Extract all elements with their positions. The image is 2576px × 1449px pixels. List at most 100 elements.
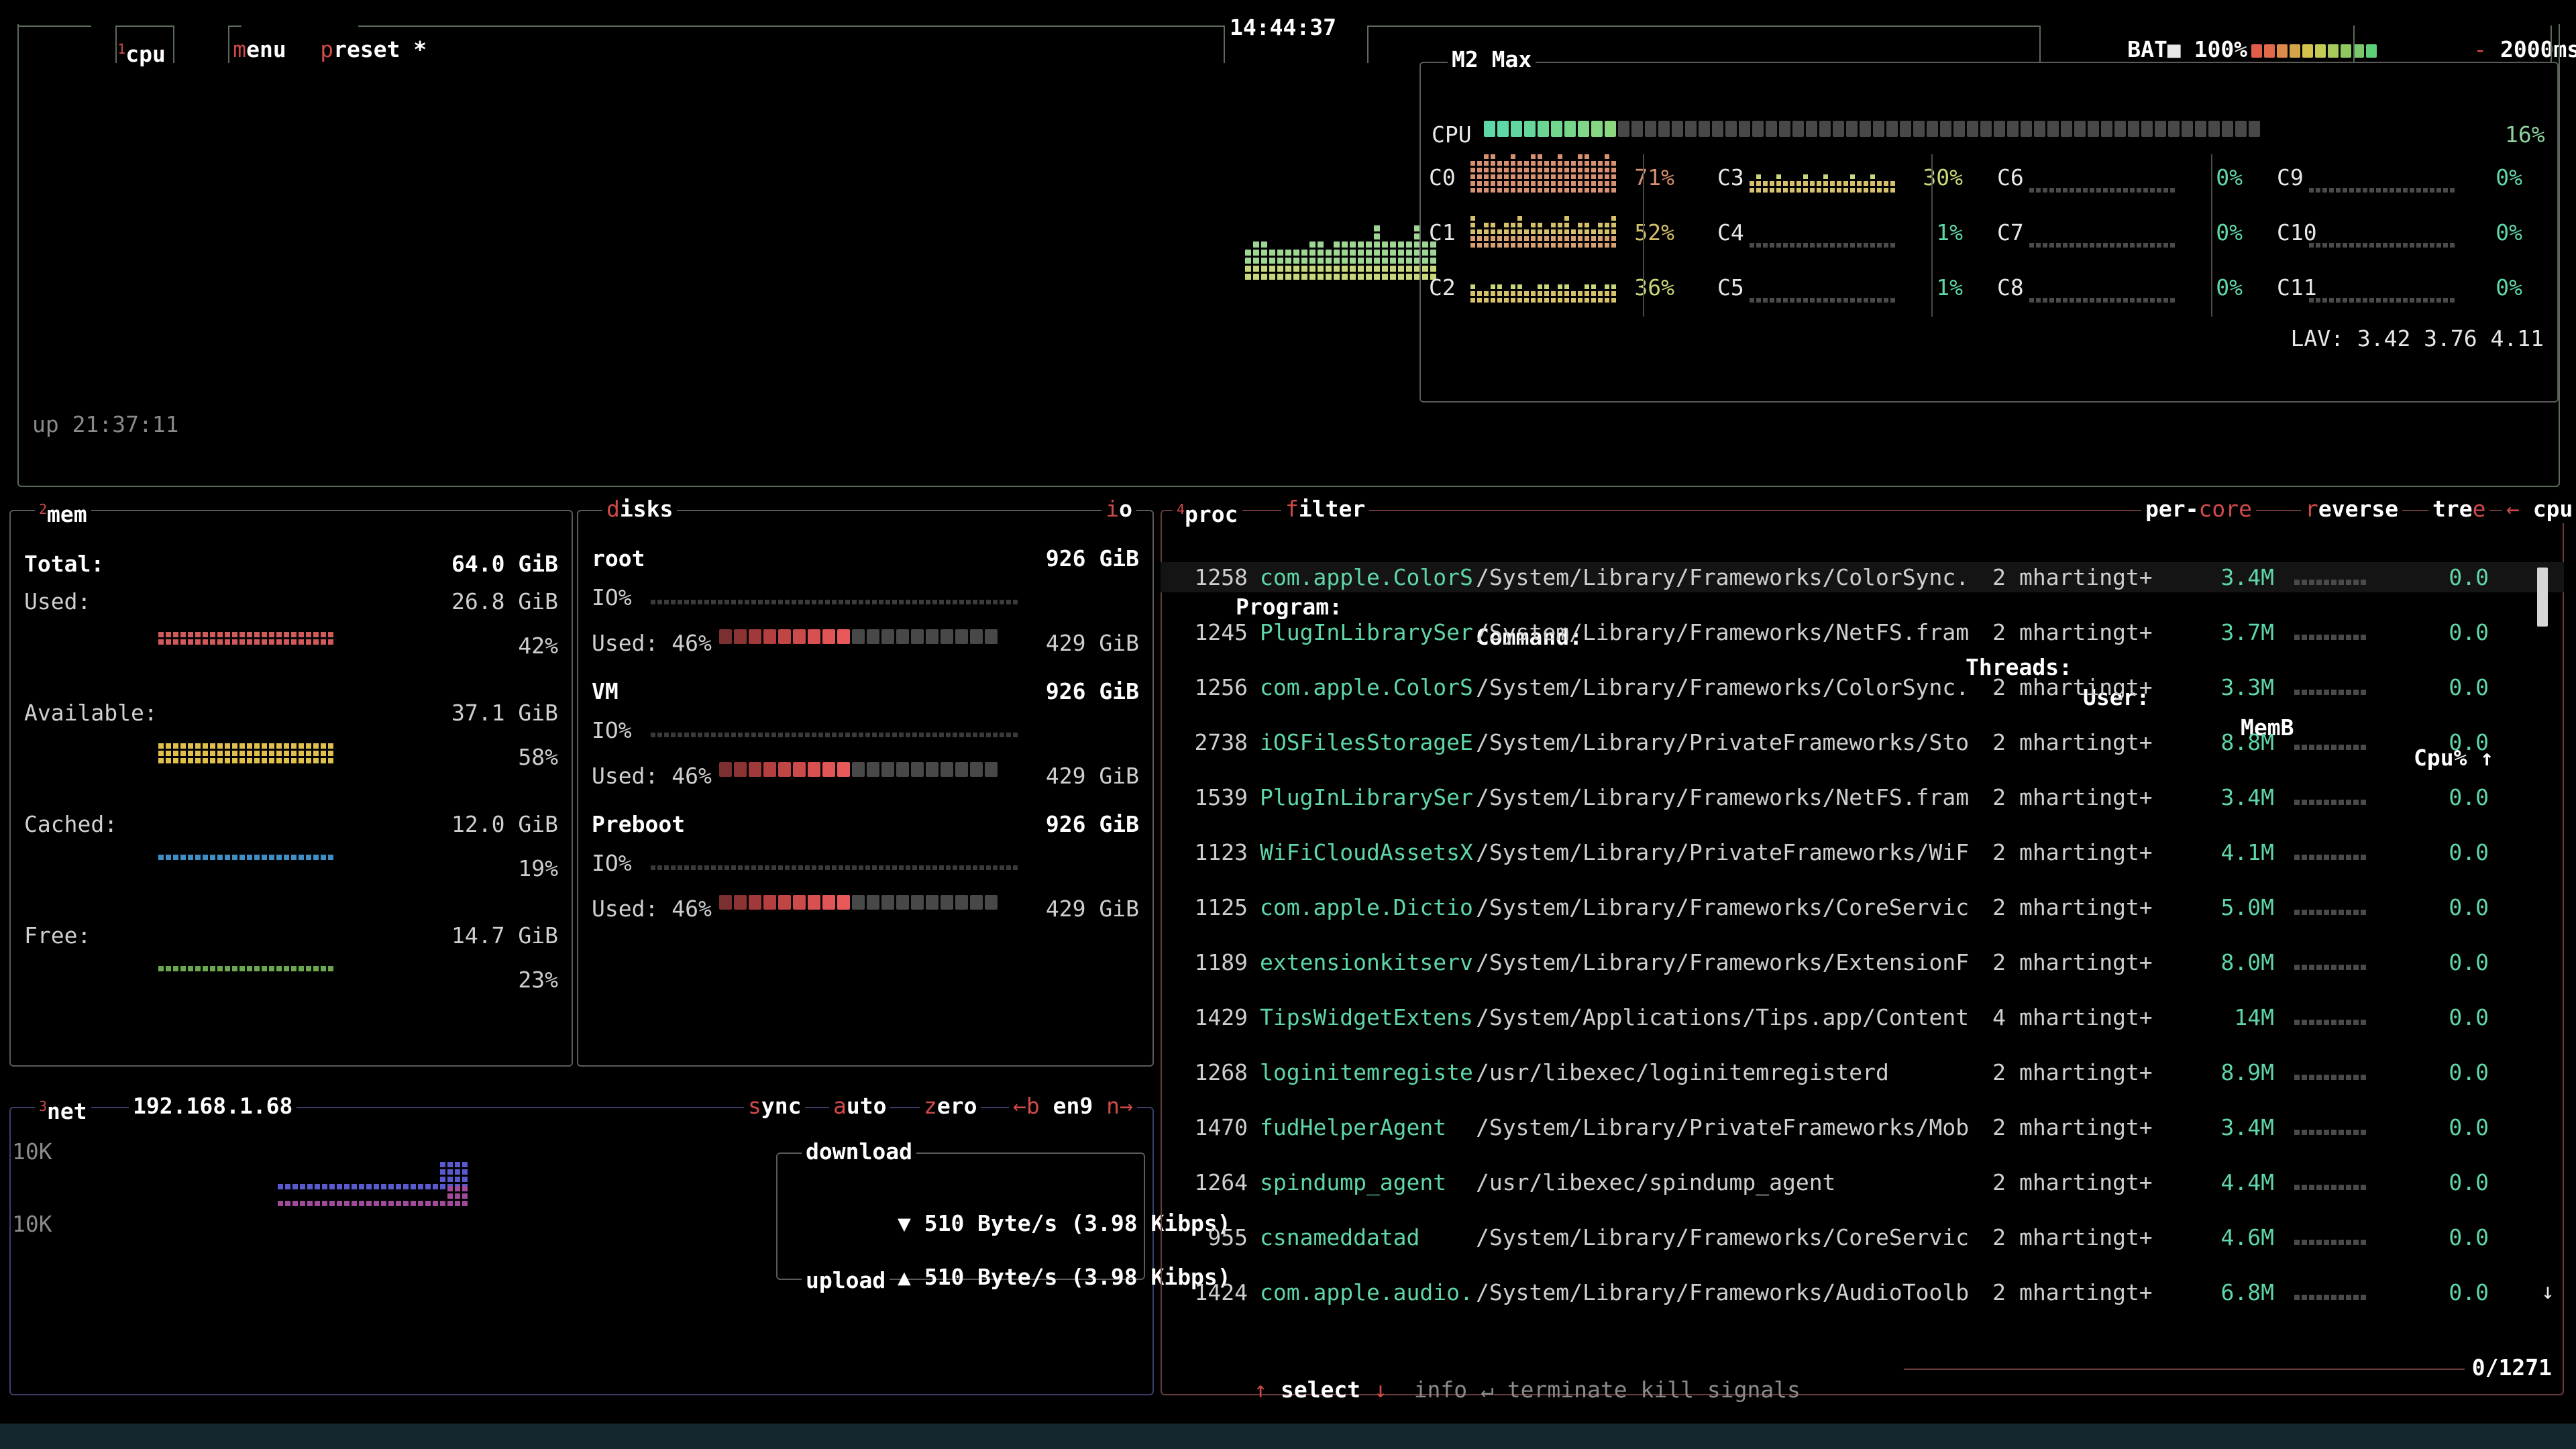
topbar-cpu-button[interactable]: 1cpu <box>38 16 166 87</box>
graph-dot <box>291 966 297 971</box>
table-row[interactable]: 1268 loginitemregiste/usr/libexec/loginit… <box>1161 1057 2564 1087</box>
proc-tree-button[interactable]: tree <box>2428 495 2490 523</box>
graph-dot <box>1470 188 1475 193</box>
col-memb[interactable]: MemB <box>2241 714 2294 741</box>
sparkline-dot <box>2339 965 2344 970</box>
table-row[interactable]: 1123 WiFiCloudAssetsX/System/Library/Priv… <box>1161 837 2564 867</box>
proc-sort-selector[interactable]: ← cpu direct → <box>2502 495 2576 523</box>
graph-dot <box>291 632 297 637</box>
graph-dot <box>1564 298 1569 303</box>
graph-dot <box>1790 188 1794 193</box>
net-sync-button[interactable]: sync <box>744 1092 806 1120</box>
proc-table-body[interactable]: 1258 com.apple.ColorS/System/Library/Fram… <box>1161 562 2564 1340</box>
topbar-menu-button[interactable]: menu <box>153 16 286 83</box>
disks-io-button[interactable]: io <box>1102 495 1136 523</box>
cell-user: mhartingt+ <box>2019 729 2153 755</box>
table-row[interactable]: 1258 com.apple.ColorS/System/Library/Fram… <box>1161 562 2564 592</box>
graph-dot <box>1551 161 1556 166</box>
graph-dot <box>269 743 274 749</box>
net-iface-selector[interactable]: ←b en9 n→ <box>1009 1092 1137 1120</box>
kill-label[interactable]: kill <box>1640 1377 1694 1403</box>
graph-dot <box>2336 298 2341 303</box>
proc-per-core-button[interactable]: per-core <box>2141 495 2256 523</box>
graph-dot <box>158 966 164 971</box>
col-cpu[interactable]: Cpu% ↑ <box>2414 745 2494 771</box>
proc-panel-title[interactable]: 4proc <box>1173 495 1242 529</box>
table-row[interactable]: 2738 iOSFilesStorageE/System/Library/Priv… <box>1161 727 2564 757</box>
select-down-icon[interactable]: ↓ <box>1374 1377 1387 1403</box>
table-row[interactable]: 1539 PlugInLibrarySer/System/Library/Fram… <box>1161 782 2564 812</box>
table-row[interactable]: 1125 com.apple.Dictio/System/Library/Fram… <box>1161 892 2564 922</box>
mem-panel-title[interactable]: 2mem <box>35 495 91 529</box>
disk-meter-empty-cell <box>985 762 998 777</box>
graph-dot <box>731 733 736 737</box>
graph-dot <box>2363 298 2367 303</box>
graph-dot <box>403 1201 409 1206</box>
graph-dot <box>1497 298 1502 303</box>
graph-dot <box>188 758 193 763</box>
proc-reverse-button[interactable]: reverse <box>2301 495 2403 523</box>
table-row[interactable]: 1189 extensionkitserv/System/Library/Fram… <box>1161 947 2564 977</box>
graph-dot <box>2436 243 2441 248</box>
cpu-core-percent: 0% <box>2216 219 2243 246</box>
cell-program: com.apple.ColorS <box>1260 674 1473 700</box>
net-panel-title[interactable]: 3net <box>35 1092 91 1126</box>
net-prev-iface-icon[interactable]: ←b <box>1013 1093 1040 1119</box>
proc-scrollbar[interactable] <box>2537 568 2548 627</box>
graph-dot <box>1524 181 1529 186</box>
graph-dot <box>1591 236 1596 241</box>
graph-dot <box>1578 181 1582 186</box>
graph-dot <box>2349 243 2354 248</box>
graph-dot <box>1558 236 1562 241</box>
table-row[interactable]: 955 csnameddatad/System/Library/Framework… <box>1161 1222 2564 1252</box>
graph-dot <box>306 743 311 749</box>
table-row[interactable]: 1245 PlugInLibrarySer/System/Library/Fram… <box>1161 617 2564 647</box>
col-threads[interactable]: Threads: <box>1966 654 2072 680</box>
table-row[interactable]: 1256 com.apple.ColorS/System/Library/Fram… <box>1161 672 2564 702</box>
net-zero-button[interactable]: zero <box>920 1092 981 1120</box>
graph-dot <box>1890 188 1895 193</box>
cell-cpu: 0.0 <box>2449 894 2489 920</box>
graph-dot <box>1870 243 1875 248</box>
col-program[interactable]: Program: <box>1236 594 1342 620</box>
info-label[interactable]: info <box>1413 1377 1468 1403</box>
table-row[interactable]: 1424 com.apple.audio./System/Library/Fram… <box>1161 1277 2564 1307</box>
graph-dot <box>1511 174 1515 179</box>
cell-cpu-sparkline <box>2294 635 2366 640</box>
cell-cpu: 0.0 <box>2449 564 2489 590</box>
disk-meter-filled-cell <box>778 895 791 910</box>
cell-cpu: 0.0 <box>2449 1059 2489 1085</box>
topbar-divider-preset-line <box>228 25 241 27</box>
sparkline-dot <box>2353 1075 2359 1080</box>
sort-prev-icon[interactable]: ← <box>2506 496 2520 522</box>
table-row[interactable]: 1470 fudHelperAgent/System/Library/Privat… <box>1161 1112 2564 1142</box>
graph-dot <box>698 600 702 604</box>
col-command[interactable]: Command: <box>1476 624 1582 650</box>
select-up-icon[interactable]: ↑ <box>1254 1377 1268 1403</box>
disk-meter-empty-cell <box>941 895 953 910</box>
graph-dot <box>2090 188 2094 193</box>
table-row[interactable]: 1429 TipsWidgetExtens/System/Applications… <box>1161 1002 2564 1032</box>
disk-meter-filled-cell <box>793 629 806 644</box>
net-auto-button[interactable]: auto <box>829 1092 891 1120</box>
sparkline-dot <box>2331 800 2337 805</box>
net-next-iface-icon[interactable]: n→ <box>1106 1093 1133 1119</box>
proc-filter-input[interactable] <box>1382 498 1945 521</box>
graph-dot <box>839 865 843 870</box>
graph-dot <box>315 1201 320 1206</box>
graph-dot <box>388 1184 394 1189</box>
sparkline-dot <box>2361 855 2366 860</box>
proc-scroll-down-icon[interactable]: ↓ <box>2541 1278 2555 1304</box>
table-row[interactable]: 1264 spindump_agent/usr/libexec/spindump_… <box>1161 1167 2564 1197</box>
proc-filter-button[interactable]: filter <box>1281 495 1370 523</box>
graph-dot <box>291 758 297 763</box>
terminate-label[interactable]: terminate <box>1507 1377 1627 1403</box>
graph-dot <box>1558 161 1562 166</box>
net-scale-bottom: 10K <box>12 1211 52 1237</box>
col-user[interactable]: User: <box>2083 684 2150 710</box>
signals-label[interactable]: signals <box>1707 1377 1801 1403</box>
graph-dot <box>1366 266 1372 272</box>
disks-panel-title[interactable]: disks <box>602 495 678 523</box>
topbar-preset-button[interactable]: preset * <box>240 16 427 83</box>
decrease-interval-button[interactable]: - <box>2473 36 2487 62</box>
